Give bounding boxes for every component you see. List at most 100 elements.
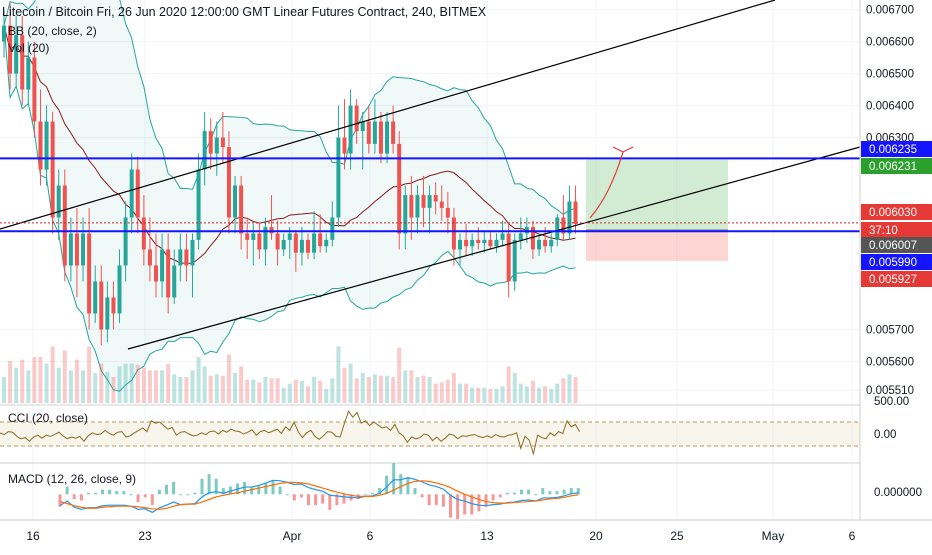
candle-body-3 — [20, 35, 25, 90]
candle-body-7 — [44, 121, 49, 170]
trend-drawings[interactable] — [0, 0, 861, 350]
candle-body-59 — [360, 121, 365, 132]
candle-body-29 — [178, 249, 183, 266]
cci-legend[interactable]: CCI (20, close) — [8, 411, 88, 425]
candle-body-90 — [549, 239, 554, 247]
volume-bar-87 — [530, 381, 535, 403]
volume-bar-14 — [87, 346, 92, 403]
candle-body-56 — [342, 137, 347, 154]
volume-bar-39 — [239, 366, 244, 403]
candle-body-38 — [233, 185, 238, 218]
candle-body-69 — [421, 195, 426, 208]
macd-histogram-bar-34 — [299, 494, 303, 498]
time-axis[interactable]: 16 23 Apr 6 13 20 25 May 6 — [26, 529, 855, 543]
macd-histogram-bar-63 — [505, 492, 509, 495]
cci-line — [0, 410, 581, 456]
macd-histogram-bar-16 — [172, 481, 176, 495]
macd-histogram-bar-48 — [399, 474, 403, 495]
candle-body-91 — [555, 217, 560, 240]
candle-body-21 — [129, 169, 134, 218]
chart-title: Litecoin / Bitcoin Fri, 26 Jun 2020 12:0… — [2, 5, 487, 19]
volume-bar-18 — [111, 377, 116, 403]
candle-body-92 — [561, 217, 566, 234]
macd-histogram-bar-11 — [136, 494, 140, 503]
volume-bar-20 — [123, 363, 128, 403]
time-tick-label: 16 — [26, 529, 40, 543]
macd-histogram-bar-44 — [370, 492, 374, 495]
candle-body-45 — [275, 233, 280, 250]
volume-bar-67 — [409, 370, 414, 403]
macd-histogram-bar-53 — [434, 494, 438, 506]
macd-histogram-bar-36 — [314, 494, 318, 506]
macd-histogram-bar-60 — [484, 494, 488, 507]
volume-bar-83 — [506, 366, 511, 403]
macd-legend[interactable]: MACD (12, 26, close, 9) — [8, 472, 136, 486]
bb-basis-line — [3, 25, 576, 264]
candle-body-49 — [299, 239, 304, 253]
candle-body-17 — [105, 297, 110, 330]
price-tag-label: 37:10 — [869, 225, 898, 237]
candle-body-93 — [567, 201, 572, 234]
candle-body-82 — [500, 233, 505, 240]
cci-pane: 500.00 0.00 — [0, 396, 909, 456]
volume-bar-33 — [202, 366, 207, 403]
price-tag-bg-4 — [861, 237, 932, 253]
macd-histogram-bar-64 — [512, 492, 516, 495]
volume-bar-85 — [518, 383, 523, 403]
macd-histogram-bar-51 — [420, 494, 424, 498]
volume-bar-2 — [14, 367, 19, 403]
candle-body-60 — [366, 121, 371, 144]
candle-body-1 — [8, 25, 13, 74]
volume-bar-82 — [500, 386, 505, 403]
macd-histogram-bar-9 — [122, 491, 126, 495]
price-axis[interactable]: 0.0067000.0066000.0065000.0064000.006300… — [866, 5, 914, 398]
macd-histogram-bar-69 — [548, 491, 552, 495]
candle-body-32 — [196, 169, 201, 240]
candle-body-34 — [208, 131, 213, 154]
bb-legend[interactable]: BB (20, close, 2) — [8, 24, 97, 38]
macd-histogram-bar-43 — [363, 494, 367, 496]
volume-bar-56 — [342, 367, 347, 403]
volume-bar-16 — [99, 363, 104, 403]
volume-bar-41 — [251, 379, 256, 403]
candle-body-88 — [537, 239, 542, 250]
channel-upper-line — [0, 0, 776, 230]
candle-body-10 — [62, 185, 67, 266]
volume-bar-1 — [8, 361, 13, 403]
position-profit-zone — [586, 159, 728, 230]
candle-body-47 — [287, 233, 292, 240]
volume-bar-55 — [336, 346, 341, 403]
macd-histogram-bar-5 — [94, 492, 97, 495]
candle-body-73 — [445, 207, 450, 218]
volume-bar-32 — [196, 357, 201, 403]
price-tag-bg-1 — [861, 158, 932, 174]
volume-bar-75 — [458, 383, 462, 403]
volume-bar-7 — [44, 363, 49, 403]
candle-body-89 — [543, 239, 548, 247]
volume-bar-65 — [397, 347, 402, 403]
candle-body-18 — [111, 297, 116, 314]
macd-histogram-bar-13 — [150, 494, 154, 506]
macd-histogram-bar-61 — [491, 494, 495, 501]
macd-histogram-bar-4 — [86, 492, 90, 495]
macd-histogram-bar-47 — [392, 463, 396, 495]
price-tag-label: 0.006030 — [869, 207, 917, 219]
candle-body-55 — [336, 137, 341, 218]
macd-histogram-bar-66 — [527, 489, 531, 495]
volume-bar-73 — [445, 379, 450, 403]
volume-bar-60 — [366, 377, 371, 403]
price-tick-label: 0.006500 — [866, 69, 914, 81]
candle-body-87 — [530, 227, 535, 250]
candle-body-80 — [488, 239, 493, 247]
candle-body-24 — [147, 249, 152, 266]
price-tag-label: 0.006235 — [869, 144, 917, 156]
macd-histogram-bar-71 — [562, 489, 566, 495]
vol-legend[interactable]: Vol (20) — [8, 41, 49, 55]
time-tick-label: 20 — [589, 529, 603, 543]
candle-body-28 — [172, 265, 177, 298]
volume-bar-79 — [482, 387, 487, 403]
long-position-tool[interactable] — [586, 159, 728, 261]
price-tag-bg-5 — [861, 254, 932, 270]
